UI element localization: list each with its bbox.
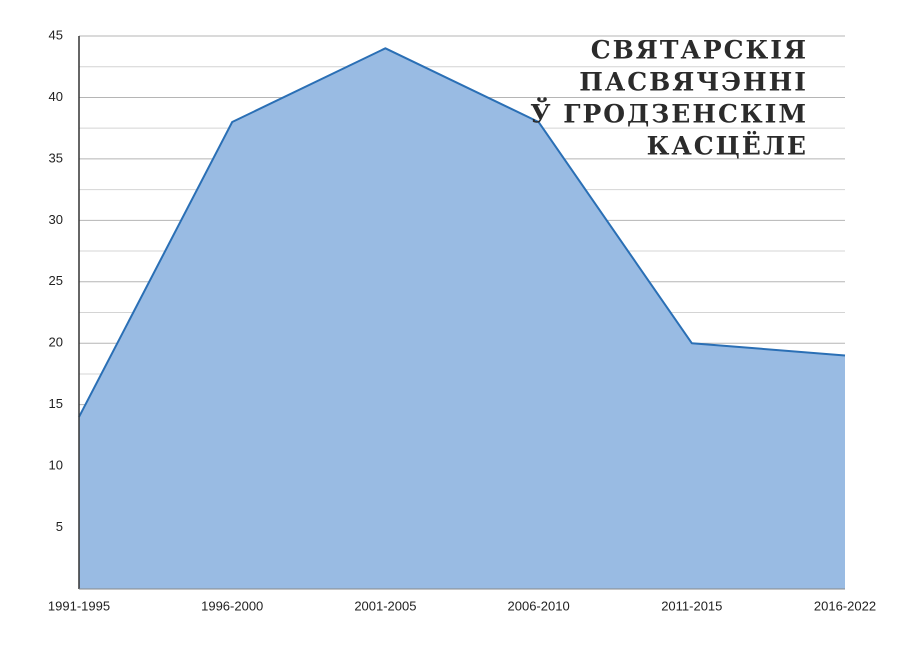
chart-title: ПАСВЯЧЭННІ [579,68,808,97]
x-tick-label: 1996-2000 [201,598,263,613]
area [79,48,845,590]
y-tick-label: 40 [49,89,63,104]
y-tick-label: 25 [49,273,63,288]
y-tick-label: 10 [49,458,63,473]
y-tick-label: 35 [49,150,63,165]
chart-title: Ў ГРОДЗЕНСКІМ [530,98,808,129]
y-tick-label: 5 [56,519,63,534]
chart-title: КАСЦЁЛЕ [647,132,808,161]
x-tick-label: 2006-2010 [508,598,570,613]
y-tick-label: 30 [49,212,63,227]
y-tick-label: 15 [49,396,63,411]
x-tick-label: 2016-2022 [814,598,876,613]
x-tick-label: 1991-1995 [48,598,110,613]
y-tick-label: 45 [49,27,63,42]
y-tick-label: 20 [49,335,63,350]
x-tick-label: 2011-2015 [661,598,722,613]
x-tick-label: 2001-2005 [354,598,416,613]
chart-title: СВЯТАРСКІЯ [591,36,808,65]
area-line [78,47,846,418]
